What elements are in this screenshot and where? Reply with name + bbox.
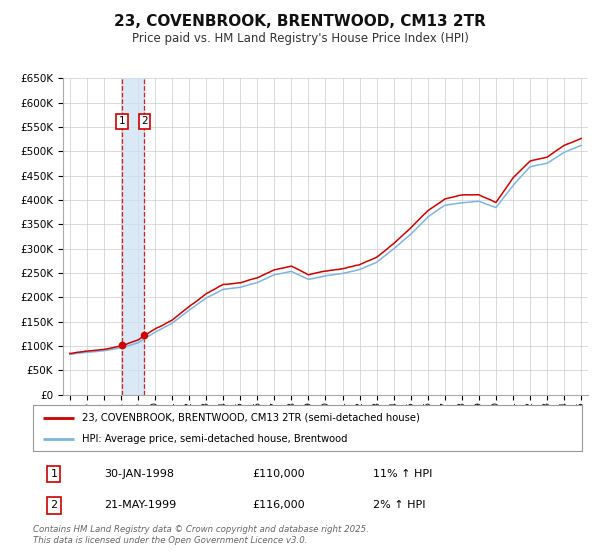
Text: 1: 1 (119, 116, 125, 126)
Text: 23, COVENBROOK, BRENTWOOD, CM13 2TR: 23, COVENBROOK, BRENTWOOD, CM13 2TR (114, 14, 486, 29)
Text: 2% ↑ HPI: 2% ↑ HPI (373, 501, 426, 510)
Text: 30-JAN-1998: 30-JAN-1998 (104, 469, 175, 479)
Text: Contains HM Land Registry data © Crown copyright and database right 2025.
This d: Contains HM Land Registry data © Crown c… (33, 525, 369, 545)
Text: Price paid vs. HM Land Registry's House Price Index (HPI): Price paid vs. HM Land Registry's House … (131, 32, 469, 45)
Text: 23, COVENBROOK, BRENTWOOD, CM13 2TR (semi-detached house): 23, COVENBROOK, BRENTWOOD, CM13 2TR (sem… (82, 413, 420, 423)
Text: HPI: Average price, semi-detached house, Brentwood: HPI: Average price, semi-detached house,… (82, 435, 348, 444)
Text: 21-MAY-1999: 21-MAY-1999 (104, 501, 176, 510)
Text: 2: 2 (141, 116, 148, 126)
Text: £110,000: £110,000 (253, 469, 305, 479)
Text: 1: 1 (50, 469, 58, 479)
Text: £116,000: £116,000 (253, 501, 305, 510)
Bar (122, 78, 145, 395)
Text: 2: 2 (50, 501, 58, 510)
Text: 11% ↑ HPI: 11% ↑ HPI (373, 469, 433, 479)
